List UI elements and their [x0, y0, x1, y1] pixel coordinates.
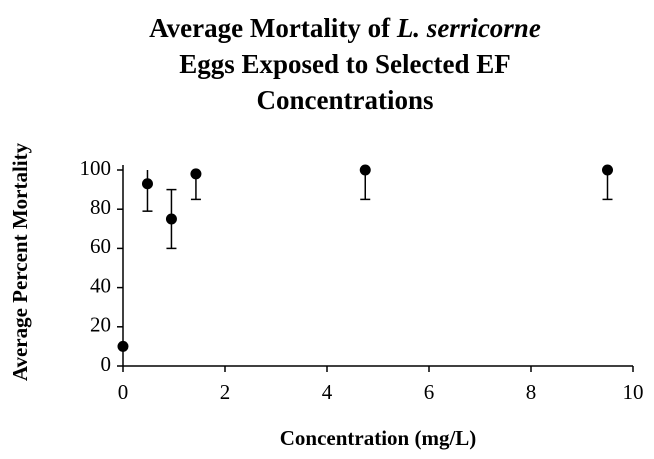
- x-tick-label: 6: [424, 380, 435, 404]
- x-tick-label: 8: [526, 380, 537, 404]
- data-point: [117, 340, 129, 352]
- y-tick-label: 40: [90, 273, 111, 297]
- x-tick-label: 0: [118, 380, 129, 404]
- data-point: [190, 168, 202, 180]
- x-tick-label: 4: [322, 380, 333, 404]
- data-point: [141, 178, 153, 190]
- data-point: [359, 164, 371, 176]
- y-tick-label: 80: [90, 195, 111, 219]
- x-axis-label: Concentration (mg/L): [280, 426, 477, 450]
- x-tick-label: 10: [623, 380, 644, 404]
- chart-title-line: Eggs Exposed to Selected EF: [179, 49, 511, 79]
- chart-title: Average Mortality of L. serricorne: [149, 13, 541, 43]
- y-axis-label: Average Percent Mortality: [8, 142, 32, 381]
- title-text: Average Mortality of: [149, 13, 391, 43]
- data-point: [602, 164, 613, 176]
- plot-area: [142, 170, 613, 250]
- y-tick-label: 60: [90, 234, 111, 258]
- title-species: L. serricorne: [396, 13, 541, 43]
- y-tick-label: 20: [90, 313, 111, 337]
- data-point: [165, 213, 177, 225]
- y-tick-label: 0: [101, 352, 112, 376]
- x-tick-label: 2: [220, 380, 231, 404]
- chart-title-line: Concentrations: [257, 85, 434, 115]
- y-tick-label: 100: [80, 156, 112, 180]
